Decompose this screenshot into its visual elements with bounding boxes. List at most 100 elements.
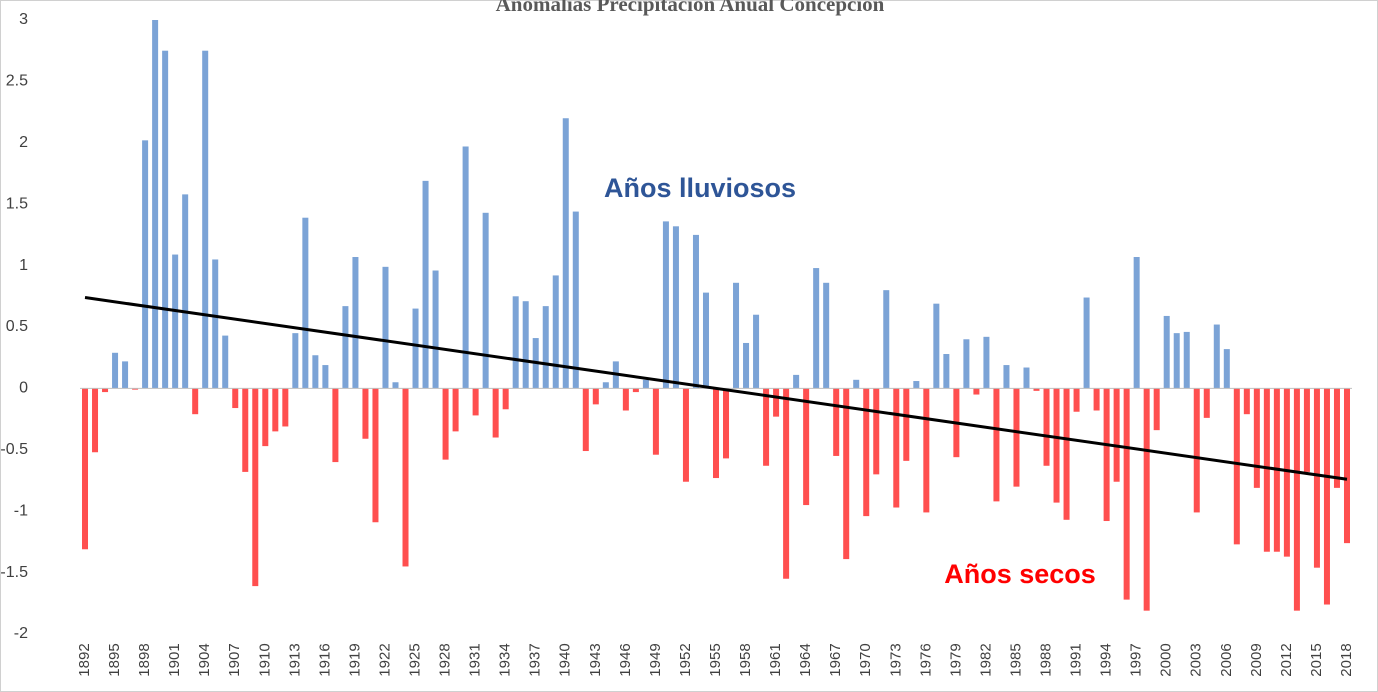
bar [232, 388, 239, 409]
bar [262, 388, 269, 447]
bar [572, 211, 579, 389]
bar [1213, 324, 1220, 389]
bar [853, 379, 860, 389]
bar [1093, 388, 1100, 411]
x-tick-label: 1979 [947, 643, 964, 676]
bar [733, 282, 740, 389]
bar [632, 388, 639, 393]
bar [1313, 388, 1320, 568]
y-tick-label: 0 [19, 380, 28, 397]
bar [622, 388, 629, 411]
x-tick-label: 1898 [136, 643, 153, 676]
annotation: Años secos [944, 559, 1096, 589]
x-tick-label: 1943 [587, 643, 604, 676]
bar [672, 226, 679, 389]
bar [112, 352, 119, 389]
bar [1233, 388, 1240, 545]
bar [162, 50, 169, 389]
bar [392, 382, 399, 389]
bar [793, 374, 800, 389]
x-tick-label: 1946 [617, 643, 634, 676]
x-tick-label: 1976 [917, 643, 934, 676]
y-tick-label: 2 [19, 134, 28, 151]
bar [1103, 388, 1110, 522]
bar [1243, 388, 1250, 415]
bar [522, 301, 529, 389]
bar [903, 388, 910, 461]
bar [252, 388, 259, 587]
bar [302, 217, 309, 389]
bar [803, 388, 810, 506]
bar [813, 268, 820, 389]
y-tick-label: 1.5 [6, 195, 28, 212]
bar [402, 388, 409, 567]
x-tick-label: 1895 [106, 643, 123, 676]
bar [913, 381, 920, 389]
x-tick-label: 1904 [196, 643, 213, 676]
x-tick-label: 1955 [707, 643, 724, 676]
bar [692, 234, 699, 389]
y-tick-label: -0.5 [0, 441, 28, 458]
bar [312, 355, 319, 389]
bar [1113, 388, 1120, 482]
trendline [84, 296, 1348, 481]
bar [1043, 388, 1050, 466]
bar [923, 388, 930, 513]
bar [1073, 388, 1080, 412]
bar [242, 388, 249, 472]
bar [662, 221, 669, 389]
x-tick-label: 1985 [1007, 643, 1024, 676]
x-tick-label: 1991 [1068, 643, 1085, 676]
y-tick-label: -1 [14, 502, 28, 519]
bar [843, 388, 850, 560]
bar [192, 388, 199, 415]
bar [1293, 388, 1300, 611]
bar [1333, 388, 1340, 488]
bar [462, 146, 469, 389]
bar [682, 388, 689, 482]
bar [1123, 388, 1130, 600]
bar [1083, 297, 1090, 389]
bar [1303, 388, 1310, 472]
bar [1153, 388, 1160, 431]
bar [152, 20, 159, 389]
bar [943, 354, 950, 389]
x-tick-label: 1934 [497, 643, 514, 676]
bar [502, 388, 509, 410]
bar [272, 388, 279, 432]
bar [542, 306, 549, 389]
x-tick-label: 1994 [1098, 643, 1115, 676]
bar [652, 388, 659, 455]
x-tick-label: 2000 [1158, 643, 1175, 676]
bar [1193, 388, 1200, 513]
bar [592, 388, 599, 405]
bar [1013, 388, 1020, 487]
bar [382, 266, 389, 389]
x-tick-label: 2009 [1248, 643, 1265, 676]
bar [753, 314, 760, 389]
bar [702, 292, 709, 389]
x-tick-label: 1952 [677, 643, 694, 676]
x-tick-label: 1973 [887, 643, 904, 676]
x-tick-label: 2006 [1218, 643, 1235, 676]
y-tick-label: 2.5 [6, 73, 28, 90]
bar [452, 388, 459, 432]
x-tick-label: 2012 [1278, 643, 1295, 676]
bar [552, 275, 559, 389]
annotation: Años lluviosos [604, 173, 796, 203]
x-tick-label: 2018 [1338, 643, 1355, 676]
bar [512, 296, 519, 389]
x-tick-label: 1937 [527, 643, 544, 676]
bar [322, 365, 329, 389]
bar [1343, 388, 1350, 544]
y-tick-label: -2 [14, 625, 28, 642]
bar [1163, 315, 1170, 389]
x-tick-label: 1949 [647, 643, 664, 676]
bar [432, 270, 439, 389]
bar [292, 333, 299, 389]
x-tick-label: 1970 [857, 643, 874, 676]
bar [833, 388, 840, 456]
bar [182, 194, 189, 389]
bar [602, 382, 609, 389]
bar [783, 388, 790, 579]
